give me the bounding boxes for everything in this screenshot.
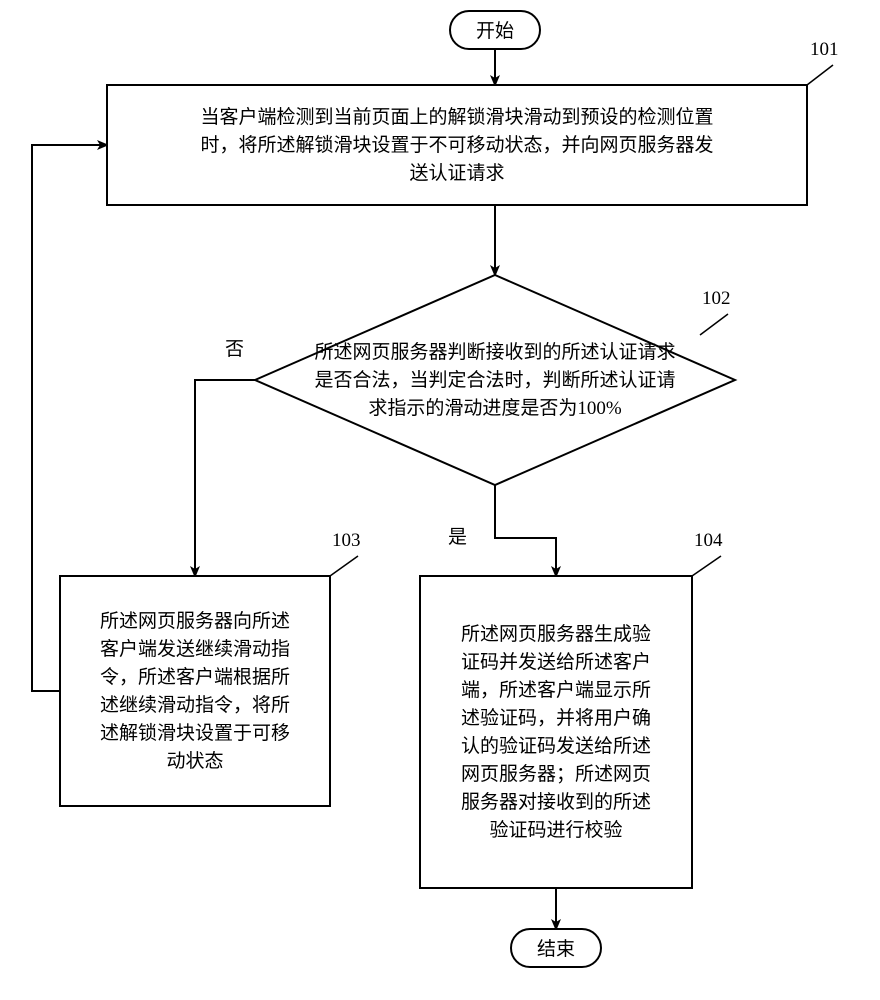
tag-number: 104 <box>694 530 723 551</box>
node-n104: 所述网页服务器生成验证码并发送给所述客户端，所述客户端显示所述验证码，并将用户确… <box>420 576 692 888</box>
svg-text:所述网页服务器判断接收到的所述认证请求是否合法，当判定合法时: 所述网页服务器判断接收到的所述认证请求是否合法，当判定合法时，判断所述认证请求指… <box>314 341 675 419</box>
tag-leader-104 <box>692 556 721 576</box>
tag-number: 102 <box>702 288 731 309</box>
edge-label: 否 <box>225 339 244 360</box>
tag-number: 103 <box>332 530 361 551</box>
tag-number: 101 <box>810 39 839 60</box>
node-n102: 所述网页服务器判断接收到的所述认证请求是否合法，当判定合法时，判断所述认证请求指… <box>255 275 735 485</box>
svg-text:开始: 开始 <box>476 20 514 42</box>
tag-leader-103 <box>330 556 358 576</box>
node-n103: 所述网页服务器向所述客户端发送继续滑动指令，所述客户端根据所述继续滑动指令，将所… <box>60 576 330 806</box>
node-end: 结束 <box>511 929 601 967</box>
node-n101: 当客户端检测到当前页面上的解锁滑块滑动到预设的检测位置时，将所述解锁滑块设置于不… <box>107 85 807 205</box>
edge-label: 是 <box>448 527 467 548</box>
node-start: 开始 <box>450 11 540 49</box>
svg-text:结束: 结束 <box>537 938 575 960</box>
tag-leader-101 <box>807 65 833 85</box>
edge-n102-n104 <box>495 485 556 576</box>
edge-n102-n103 <box>195 380 255 576</box>
tag-leader-102 <box>700 314 728 335</box>
